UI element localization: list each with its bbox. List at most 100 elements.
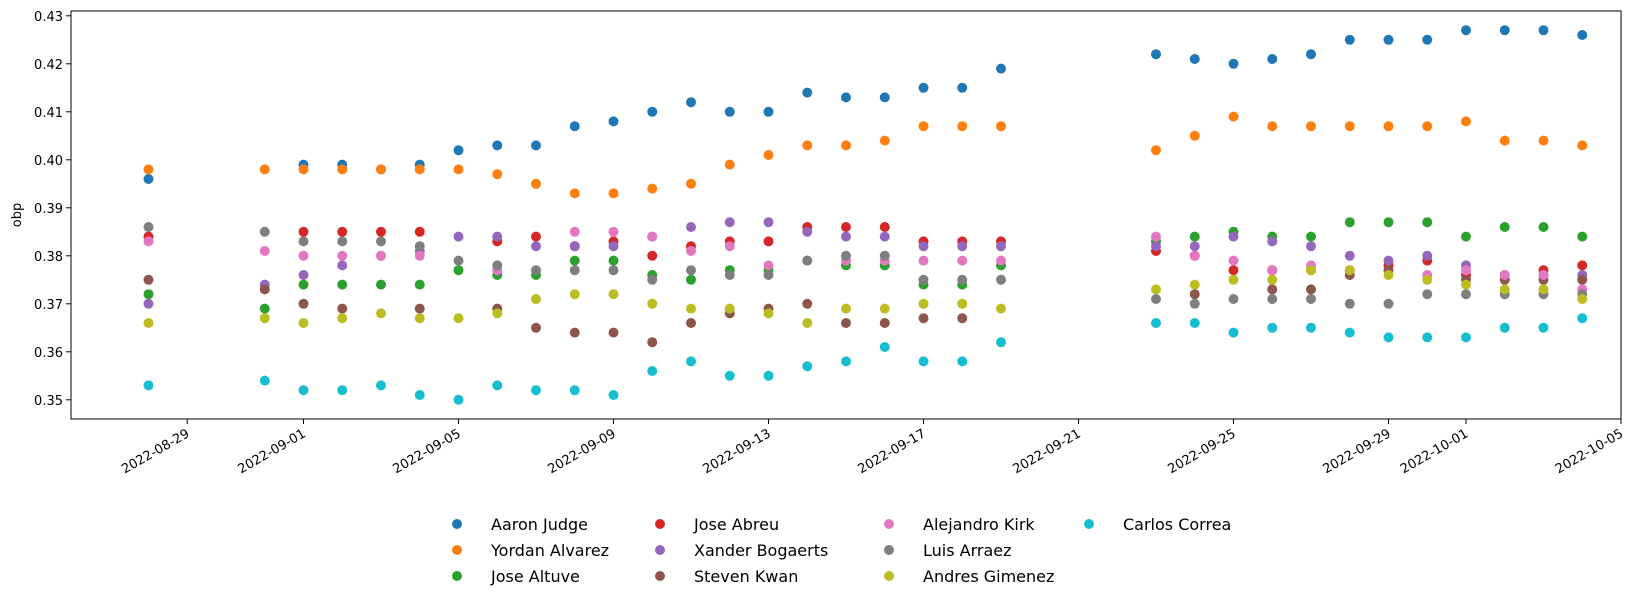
data-point [1383, 332, 1394, 343]
data-point [1228, 231, 1239, 242]
data-point [608, 226, 619, 237]
data-point [802, 361, 813, 372]
data-point [879, 222, 890, 232]
data-point [608, 241, 619, 252]
data-point [918, 298, 929, 309]
data-point [1577, 260, 1588, 271]
data-point [841, 231, 851, 242]
data-point [686, 97, 696, 108]
data-point [298, 385, 309, 396]
data-point [1499, 222, 1510, 232]
data-point [298, 318, 309, 328]
data-point [763, 150, 774, 160]
data-point [376, 279, 386, 290]
data-point [647, 337, 658, 348]
data-point [763, 217, 774, 228]
data-point [608, 265, 619, 276]
data-point [608, 289, 619, 300]
data-point [259, 246, 270, 256]
data-point [259, 303, 270, 314]
x-tick-label: 2022-09-01 [236, 426, 309, 477]
data-point [143, 298, 154, 309]
data-point [608, 390, 619, 400]
data-point [1577, 140, 1588, 151]
data-point [996, 274, 1006, 285]
data-point [996, 241, 1006, 252]
data-point [608, 327, 619, 338]
data-point [337, 313, 348, 324]
data-point [492, 169, 503, 180]
data-point [957, 274, 968, 285]
data-point [647, 274, 658, 285]
data-point [1228, 255, 1239, 266]
data-point [453, 265, 464, 276]
data-point [879, 231, 890, 242]
data-point [918, 121, 929, 132]
data-point [957, 356, 968, 367]
data-point [143, 164, 154, 175]
data-point [1151, 145, 1161, 156]
data-point [996, 337, 1006, 348]
data-point [298, 270, 309, 280]
data-point [259, 375, 270, 386]
data-point [1267, 54, 1278, 64]
y-tick-label: 0.43 [34, 10, 63, 25]
data-point [492, 380, 503, 391]
data-point [298, 164, 309, 175]
data-point [1499, 25, 1510, 36]
y-tick-label: 0.40 [34, 154, 63, 169]
data-point [298, 298, 309, 309]
data-point [376, 236, 386, 247]
data-point [337, 236, 348, 247]
data-point [569, 265, 580, 276]
legend-marker [1084, 519, 1094, 529]
data-point [1267, 274, 1278, 285]
data-point [259, 313, 270, 324]
data-point [143, 289, 154, 300]
data-point [298, 236, 309, 247]
legend-marker [884, 571, 894, 581]
data-point [569, 241, 580, 252]
data-point [763, 370, 774, 381]
legend-label: Steven Kwan [694, 567, 798, 586]
legend-marker [452, 519, 462, 529]
data-point [1151, 231, 1161, 242]
y-tick-label: 0.37 [34, 298, 63, 313]
data-point [1306, 322, 1316, 333]
data-point [1267, 294, 1278, 304]
x-tick-label: 2022-08-29 [119, 426, 192, 477]
series-9 [143, 313, 1588, 405]
data-point [1383, 255, 1394, 266]
data-point [1422, 274, 1433, 285]
data-point [1228, 111, 1239, 122]
data-point [647, 106, 658, 117]
data-point [763, 236, 774, 247]
data-point [1461, 332, 1471, 343]
data-point [686, 274, 696, 285]
data-point [879, 318, 890, 328]
data-point [802, 87, 813, 98]
data-point [414, 250, 425, 261]
data-point [531, 265, 541, 276]
data-point [647, 231, 658, 242]
data-point [1151, 284, 1161, 295]
data-point [143, 318, 154, 328]
y-tick-label: 0.35 [34, 394, 63, 409]
data-point [918, 274, 929, 285]
data-point [414, 303, 425, 314]
data-point [879, 135, 890, 146]
data-point [376, 308, 386, 319]
y-tick-label: 0.38 [34, 250, 63, 265]
legend-label: Jose Abreu [693, 515, 779, 534]
y-tick-label: 0.41 [34, 106, 63, 121]
data-point [724, 241, 735, 252]
data-point [1151, 49, 1161, 60]
data-point [724, 270, 735, 280]
data-point [1383, 121, 1394, 132]
data-point [1577, 274, 1588, 285]
data-point [298, 250, 309, 261]
x-tick-label: 2022-09-13 [701, 426, 774, 477]
data-point [143, 380, 154, 391]
legend-label: Andres Gimenez [923, 567, 1054, 586]
data-point [376, 226, 386, 237]
